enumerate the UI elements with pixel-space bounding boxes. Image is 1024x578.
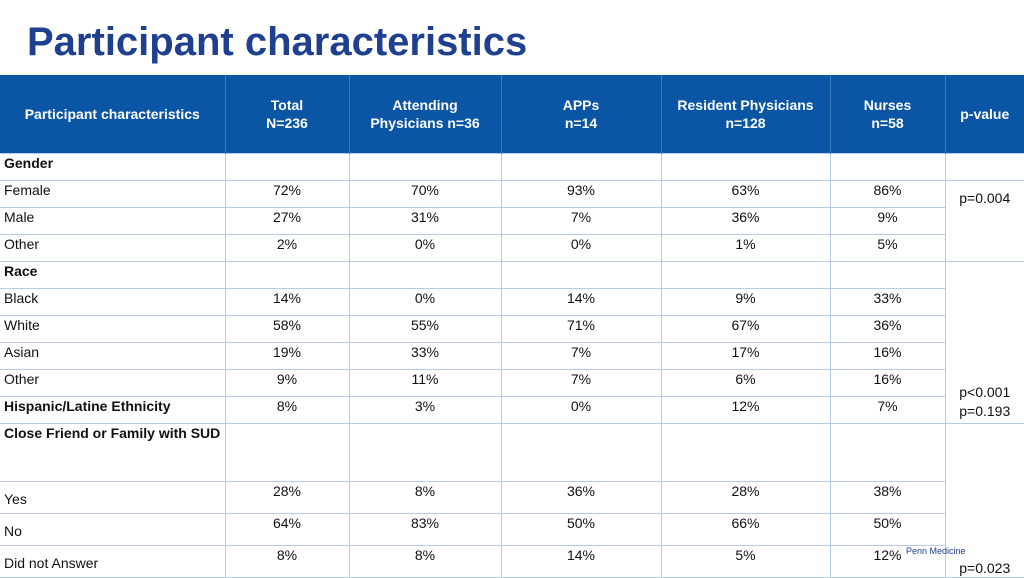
- cell-total: 28%: [224, 481, 350, 514]
- category-label: Close Friend or Family with SUD: [0, 422, 226, 483]
- cell-nurses: 33%: [829, 287, 945, 316]
- header-attending-physicians: Attending Physicians n=36: [348, 75, 501, 153]
- cell-attending: 70%: [348, 179, 502, 208]
- row-label: Did not Answer: [0, 544, 226, 578]
- cell-nurses: 36%: [829, 314, 945, 343]
- cell-attending: 8%: [348, 481, 502, 514]
- p-value-race: p<0.001: [959, 383, 1011, 400]
- row-label: Asian: [0, 341, 226, 370]
- cell-resident: 1%: [660, 233, 831, 262]
- cell-total: 2%: [224, 233, 350, 262]
- cell-apps: 93%: [500, 179, 662, 208]
- p-value-hispanic: p=0.193: [959, 402, 1011, 419]
- cell-resident: 66%: [660, 513, 831, 546]
- cell-apps: 50%: [500, 513, 662, 546]
- cell-apps: 71%: [500, 314, 662, 343]
- cell-total: 72%: [224, 179, 350, 208]
- category-label: Gender: [0, 152, 226, 181]
- cell-apps: 36%: [500, 481, 662, 514]
- cell-apps: 0%: [500, 395, 662, 424]
- cell-resident: 36%: [660, 206, 831, 235]
- cell-apps: 0%: [500, 233, 662, 262]
- table-row: Male 27% 31% 7% 36% 9%: [0, 206, 1024, 235]
- cell-apps: 14%: [500, 544, 662, 578]
- table-row: Black 14% 0% 14% 9% 33%: [0, 287, 1024, 316]
- cell-total: 27%: [224, 206, 350, 235]
- cell-nurses: 86%: [829, 179, 946, 208]
- row-label: White: [0, 314, 226, 343]
- cell-resident: 6%: [660, 368, 831, 397]
- table-row: Other 9% 11% 7% 6% 16%: [0, 368, 1024, 397]
- p-value-sud: p=0.023: [944, 422, 1024, 578]
- cell-nurses: 38%: [829, 481, 945, 514]
- p-value-race-hispanic: p<0.001 p=0.193: [944, 260, 1024, 424]
- cell-nurses: 7%: [829, 395, 945, 424]
- cell-total: 8%: [224, 544, 350, 578]
- table-row: No 64% 83% 50% 66% 50%: [0, 513, 1024, 546]
- category-row-gender: Gender: [0, 152, 1024, 181]
- cell-apps: 7%: [500, 206, 662, 235]
- cell-attending: 11%: [348, 368, 502, 397]
- cell-attending: 0%: [348, 233, 502, 262]
- table-row: Female 72% 70% 93% 63% 86% p=0.004: [0, 179, 1024, 262]
- row-label: Other: [0, 368, 226, 397]
- table-row: White 58% 55% 71% 67% 36%: [0, 314, 1024, 343]
- category-row-sud: Close Friend or Family with SUD p=0.023: [0, 422, 1024, 578]
- cell-resident: 17%: [660, 341, 831, 370]
- page-title: Participant characteristics: [27, 20, 528, 64]
- cell-attending: 55%: [348, 314, 502, 343]
- row-label: Male: [0, 206, 226, 235]
- table-header-row: Participant characteristics Total N=236 A…: [0, 75, 1024, 153]
- cell-attending: 0%: [348, 287, 502, 316]
- category-label: Hispanic/Latine Ethnicity: [0, 395, 226, 424]
- table-row: Other 2% 0% 0% 1% 5%: [0, 233, 1024, 262]
- cell-nurses: 16%: [829, 341, 945, 370]
- cell-resident: 5%: [660, 544, 831, 578]
- cell-resident: 28%: [660, 481, 831, 514]
- cell-attending: 31%: [348, 206, 502, 235]
- cell-apps: 7%: [500, 341, 662, 370]
- cell-nurses: 50%: [829, 513, 945, 546]
- cell-total: 14%: [224, 287, 350, 316]
- cell-resident: 9%: [660, 287, 831, 316]
- cell-resident: 12%: [660, 395, 831, 424]
- row-label: Yes: [0, 481, 226, 514]
- category-row-hispanic: Hispanic/Latine Ethnicity 8% 3% 0% 12% 7…: [0, 395, 1024, 424]
- cell-resident: 67%: [660, 314, 831, 343]
- cell-total: 19%: [224, 341, 350, 370]
- header-participant-characteristics: Participant characteristics: [0, 75, 225, 153]
- participant-characteristics-table: Participant characteristics Total N=236 A…: [0, 75, 1024, 578]
- cell-nurses: 9%: [829, 206, 945, 235]
- cell-nurses: 5%: [829, 233, 945, 262]
- category-row-race: Race p<0.001 p=0.193: [0, 260, 1024, 424]
- row-label: No: [0, 513, 226, 546]
- cell-attending: 83%: [348, 513, 502, 546]
- table-row: Asian 19% 33% 7% 17% 16%: [0, 341, 1024, 370]
- cell-attending: 3%: [348, 395, 502, 424]
- cell-attending: 33%: [348, 341, 502, 370]
- cell-total: 64%: [224, 513, 350, 546]
- header-p-value: p-value: [944, 75, 1024, 153]
- row-label: Other: [0, 233, 226, 262]
- category-label: Race: [0, 260, 226, 289]
- cell-apps: 7%: [500, 368, 662, 397]
- header-resident-physicians: Resident Physicians n=128: [660, 75, 830, 153]
- header-total: Total N=236: [224, 75, 349, 153]
- cell-resident: 63%: [660, 179, 831, 208]
- p-value-gender: p=0.004: [944, 179, 1024, 262]
- header-nurses: Nurses n=58: [829, 75, 945, 153]
- row-label: Female: [0, 179, 226, 208]
- table-row: Did not Answer 8% 8% 14% 5% 12%: [0, 544, 1024, 578]
- table-row: Yes 28% 8% 36% 28% 38%: [0, 481, 1024, 514]
- cell-total: 9%: [224, 368, 350, 397]
- cell-total: 8%: [224, 395, 350, 424]
- cell-total: 58%: [224, 314, 350, 343]
- row-label: Black: [0, 287, 226, 316]
- header-apps: APPs n=14: [500, 75, 661, 153]
- cell-nurses: 16%: [829, 368, 945, 397]
- cell-attending: 8%: [348, 544, 502, 578]
- penn-medicine-footer: Penn Medicine: [906, 546, 966, 556]
- cell-apps: 14%: [500, 287, 662, 316]
